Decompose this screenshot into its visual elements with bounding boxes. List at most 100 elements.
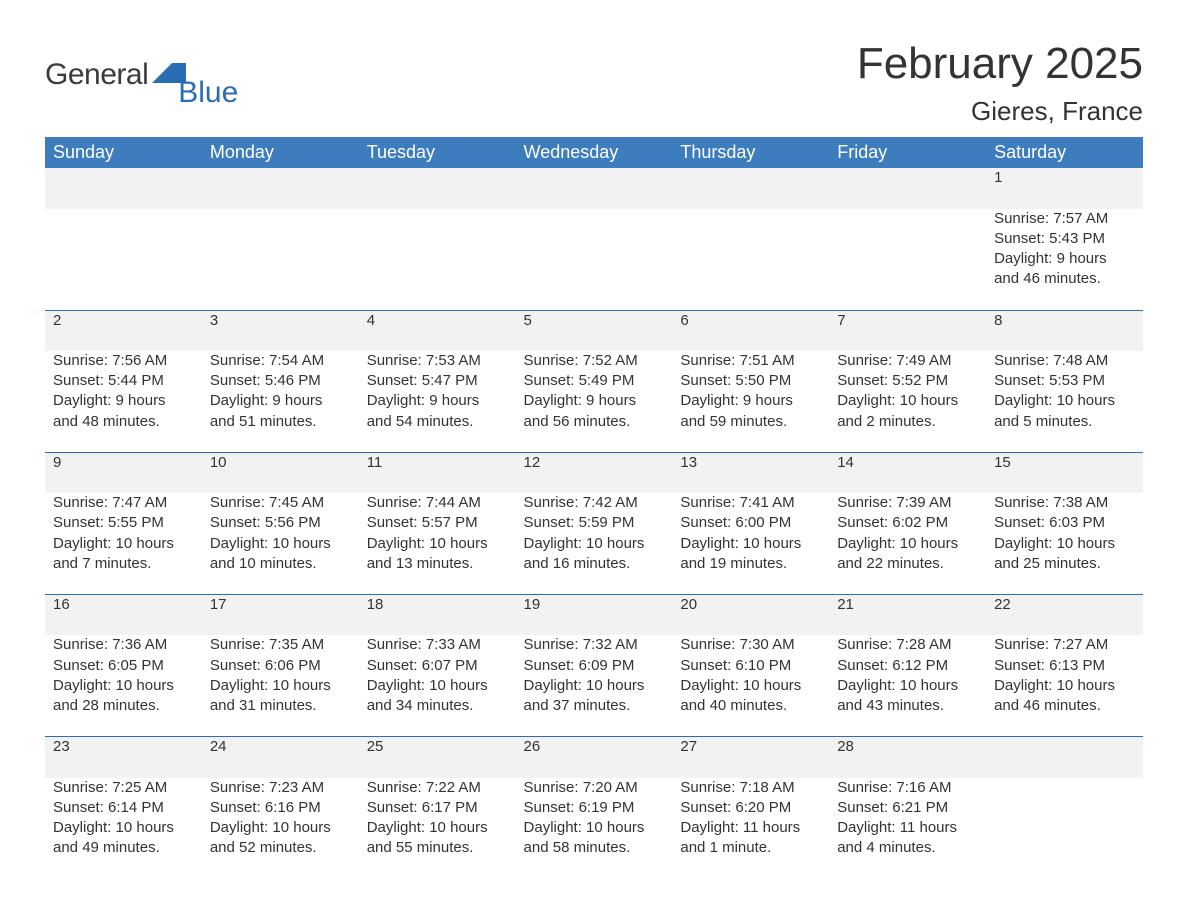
day-cell: Sunrise: 7:28 AMSunset: 6:12 PMDaylight:… <box>829 635 986 736</box>
day-number: 12 <box>516 453 673 493</box>
day-number: 8 <box>986 311 1143 351</box>
day-number: 10 <box>202 453 359 493</box>
sunrise-text: Sunrise: 7:35 AM <box>210 635 351 655</box>
sunset-text: Sunset: 6:06 PM <box>210 656 351 676</box>
day-cell <box>45 209 202 310</box>
sunset-text: Sunset: 6:17 PM <box>367 798 508 818</box>
day-cell: Sunrise: 7:45 AMSunset: 5:56 PMDaylight:… <box>202 493 359 594</box>
daylight-text: Daylight: 9 hours and 46 minutes. <box>994 249 1135 290</box>
daylight-text: Daylight: 10 hours and 13 minutes. <box>367 534 508 575</box>
day-number: 21 <box>829 595 986 635</box>
sunrise-text: Sunrise: 7:27 AM <box>994 635 1135 655</box>
daylight-text: Daylight: 10 hours and 7 minutes. <box>53 534 194 575</box>
daylight-text: Daylight: 10 hours and 2 minutes. <box>837 391 978 432</box>
sunset-text: Sunset: 6:21 PM <box>837 798 978 818</box>
sunrise-text: Sunrise: 7:33 AM <box>367 635 508 655</box>
day-cell: Sunrise: 7:57 AMSunset: 5:43 PMDaylight:… <box>986 209 1143 310</box>
details-row: Sunrise: 7:56 AMSunset: 5:44 PMDaylight:… <box>45 351 1143 452</box>
day-number: 27 <box>672 737 829 777</box>
daylight-text: Daylight: 10 hours and 43 minutes. <box>837 676 978 717</box>
daylight-text: Daylight: 10 hours and 10 minutes. <box>210 534 351 575</box>
day-cell: Sunrise: 7:20 AMSunset: 6:19 PMDaylight:… <box>516 778 673 879</box>
sunrise-text: Sunrise: 7:57 AM <box>994 209 1135 229</box>
day-cell: Sunrise: 7:44 AMSunset: 5:57 PMDaylight:… <box>359 493 516 594</box>
day-number <box>45 168 202 208</box>
day-cell: Sunrise: 7:22 AMSunset: 6:17 PMDaylight:… <box>359 778 516 879</box>
sunrise-text: Sunrise: 7:51 AM <box>680 351 821 371</box>
sunset-text: Sunset: 6:07 PM <box>367 656 508 676</box>
day-cell: Sunrise: 7:23 AMSunset: 6:16 PMDaylight:… <box>202 778 359 879</box>
sunset-text: Sunset: 6:13 PM <box>994 656 1135 676</box>
day-number: 4 <box>359 311 516 351</box>
daynum-row: 16171819202122 <box>45 595 1143 635</box>
daylight-text: Daylight: 10 hours and 37 minutes. <box>524 676 665 717</box>
title-block: February 2025 Gieres, France <box>857 40 1143 127</box>
daynum-row: 1 <box>45 168 1143 208</box>
sunrise-text: Sunrise: 7:39 AM <box>837 493 978 513</box>
sunrise-text: Sunrise: 7:18 AM <box>680 778 821 798</box>
daylight-text: Daylight: 10 hours and 19 minutes. <box>680 534 821 575</box>
sunset-text: Sunset: 5:55 PM <box>53 513 194 533</box>
daylight-text: Daylight: 9 hours and 56 minutes. <box>524 391 665 432</box>
header: General Blue February 2025 Gieres, Franc… <box>45 40 1143 127</box>
day-number <box>202 168 359 208</box>
sunset-text: Sunset: 5:59 PM <box>524 513 665 533</box>
daylight-text: Daylight: 10 hours and 40 minutes. <box>680 676 821 717</box>
day-cell: Sunrise: 7:30 AMSunset: 6:10 PMDaylight:… <box>672 635 829 736</box>
sunset-text: Sunset: 6:19 PM <box>524 798 665 818</box>
day-number: 17 <box>202 595 359 635</box>
brand-part2: Blue <box>178 76 238 110</box>
day-number: 20 <box>672 595 829 635</box>
sunrise-text: Sunrise: 7:56 AM <box>53 351 194 371</box>
sunrise-text: Sunrise: 7:41 AM <box>680 493 821 513</box>
day-cell: Sunrise: 7:18 AMSunset: 6:20 PMDaylight:… <box>672 778 829 879</box>
sunset-text: Sunset: 6:14 PM <box>53 798 194 818</box>
daylight-text: Daylight: 10 hours and 28 minutes. <box>53 676 194 717</box>
sunset-text: Sunset: 5:47 PM <box>367 371 508 391</box>
day-number: 22 <box>986 595 1143 635</box>
day-cell: Sunrise: 7:49 AMSunset: 5:52 PMDaylight:… <box>829 351 986 452</box>
sunset-text: Sunset: 6:20 PM <box>680 798 821 818</box>
location-label: Gieres, France <box>857 96 1143 127</box>
sunset-text: Sunset: 6:05 PM <box>53 656 194 676</box>
day-number: 2 <box>45 311 202 351</box>
day-cell: Sunrise: 7:54 AMSunset: 5:46 PMDaylight:… <box>202 351 359 452</box>
daylight-text: Daylight: 10 hours and 16 minutes. <box>524 534 665 575</box>
day-header: Thursday <box>672 137 829 168</box>
daylight-text: Daylight: 10 hours and 49 minutes. <box>53 818 194 859</box>
day-number <box>829 168 986 208</box>
sunrise-text: Sunrise: 7:44 AM <box>367 493 508 513</box>
daylight-text: Daylight: 10 hours and 31 minutes. <box>210 676 351 717</box>
sunrise-text: Sunrise: 7:30 AM <box>680 635 821 655</box>
day-cell: Sunrise: 7:48 AMSunset: 5:53 PMDaylight:… <box>986 351 1143 452</box>
sunset-text: Sunset: 5:50 PM <box>680 371 821 391</box>
day-number: 25 <box>359 737 516 777</box>
sunrise-text: Sunrise: 7:49 AM <box>837 351 978 371</box>
sunrise-text: Sunrise: 7:52 AM <box>524 351 665 371</box>
sunset-text: Sunset: 5:43 PM <box>994 229 1135 249</box>
day-number: 26 <box>516 737 673 777</box>
sunset-text: Sunset: 6:03 PM <box>994 513 1135 533</box>
day-cell <box>672 209 829 310</box>
day-number: 28 <box>829 737 986 777</box>
daylight-text: Daylight: 11 hours and 4 minutes. <box>837 818 978 859</box>
sunset-text: Sunset: 5:52 PM <box>837 371 978 391</box>
details-row: Sunrise: 7:57 AMSunset: 5:43 PMDaylight:… <box>45 209 1143 310</box>
sunset-text: Sunset: 5:56 PM <box>210 513 351 533</box>
daylight-text: Daylight: 10 hours and 25 minutes. <box>994 534 1135 575</box>
sunset-text: Sunset: 5:53 PM <box>994 371 1135 391</box>
daylight-text: Daylight: 10 hours and 58 minutes. <box>524 818 665 859</box>
day-cell <box>986 778 1143 879</box>
day-cell: Sunrise: 7:51 AMSunset: 5:50 PMDaylight:… <box>672 351 829 452</box>
day-cell <box>359 209 516 310</box>
day-number: 3 <box>202 311 359 351</box>
day-number: 9 <box>45 453 202 493</box>
day-number: 15 <box>986 453 1143 493</box>
day-number: 16 <box>45 595 202 635</box>
day-number: 5 <box>516 311 673 351</box>
day-header: Wednesday <box>516 137 673 168</box>
day-cell: Sunrise: 7:52 AMSunset: 5:49 PMDaylight:… <box>516 351 673 452</box>
sunset-text: Sunset: 5:46 PM <box>210 371 351 391</box>
day-cell: Sunrise: 7:25 AMSunset: 6:14 PMDaylight:… <box>45 778 202 879</box>
sunrise-text: Sunrise: 7:16 AM <box>837 778 978 798</box>
